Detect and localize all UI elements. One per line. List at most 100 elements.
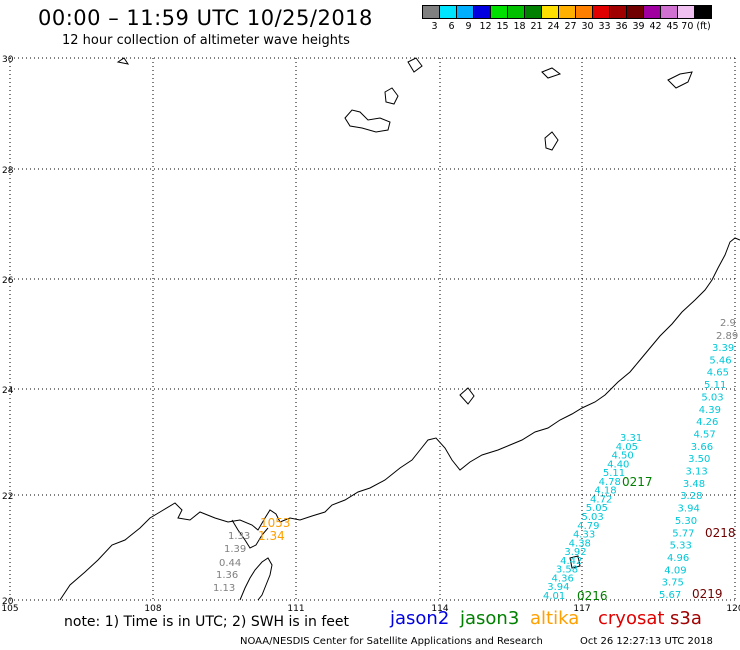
lat-label: 22 — [2, 492, 13, 502]
jason-track-value: 5.46 — [709, 355, 731, 366]
track-value-label: 1.33 — [228, 531, 250, 542]
lat-label: 20 — [2, 597, 14, 607]
jason-track-value: 3.48 — [683, 479, 705, 490]
altika-value-label: 1.34 — [258, 529, 285, 543]
jason-track-value: 4.50 — [611, 451, 633, 462]
jason-track-value: 4.01 — [543, 591, 565, 602]
jason-track-value: 3.75 — [662, 578, 684, 589]
pass-time-label: 0217 — [622, 475, 653, 489]
lon-label: 108 — [144, 604, 161, 614]
colorbar-tick-label: 12 — [479, 21, 492, 32]
chart-title: 00:00 – 11:59 UTC 10/25/2018 — [38, 6, 373, 30]
pass-time-label: 0218 — [705, 526, 736, 540]
jason-track-value: 4.57 — [693, 429, 715, 440]
footer-note: note: 1) Time is in UTC; 2) SWH is in fe… — [64, 614, 350, 630]
island-9 — [569, 555, 581, 569]
lon-label: 114 — [431, 604, 448, 614]
legend-item-altika: altika — [530, 608, 580, 629]
colorbar-tick-label: 24 — [547, 21, 560, 32]
island-2 — [384, 87, 399, 105]
jason-track-value: 4.78 — [599, 477, 621, 488]
island-4 — [541, 67, 562, 79]
colorbar-tick-label: 45 — [666, 21, 679, 32]
island-3 — [407, 57, 423, 73]
jason-track-value: 4.09 — [664, 565, 686, 576]
track-value-label: 1.39 — [224, 544, 246, 555]
colorbar-tick-label: 18 — [513, 21, 526, 32]
jason-track-value: 3.92 — [564, 547, 586, 558]
pass-time-label: 0216 — [577, 589, 608, 603]
jason-track-value: 3.94 — [678, 504, 700, 515]
jason-track-value: 4.36 — [552, 573, 574, 584]
altika-time-label: 1053 — [260, 516, 291, 530]
lat-label: 30 — [2, 55, 14, 65]
colorbar-tick-label: 30 — [581, 21, 594, 32]
jason-track-value: 4.39 — [699, 405, 721, 416]
jason-track-value: 4.26 — [696, 417, 718, 428]
colorbar-tick-label: 3 — [431, 21, 438, 32]
lat-label: 24 — [2, 386, 14, 396]
lon-label: 111 — [287, 604, 304, 614]
jason-track-value: 5.03 — [582, 512, 604, 523]
jason-track-value: 5.03 — [701, 392, 723, 403]
island-5 — [544, 131, 559, 151]
edge-value-label: 2.89 — [716, 331, 738, 342]
legend-item-jason2: jason2 — [390, 608, 450, 629]
legend-item-jason3: jason3 — [460, 608, 520, 629]
colorbar-swatch — [694, 5, 712, 19]
colorbar-tick-label: 9 — [465, 21, 472, 32]
legend-item-cryosat: cryosat — [598, 608, 665, 629]
colorbar-tick-label: 6 — [448, 21, 455, 32]
jason-track-value: 4.38 — [569, 538, 591, 549]
generation-timestamp: Oct 26 12:27:13 UTC 2018 — [580, 636, 713, 647]
jason-track-value: 5.67 — [659, 590, 681, 601]
jason-track-value: 3.13 — [686, 467, 708, 478]
lon-label: 105 — [1, 604, 18, 614]
jason-track-value: 3.58 — [556, 565, 578, 576]
jason-track-value: 3.28 — [680, 491, 702, 502]
colorbar-tick-label: 33 — [598, 21, 611, 32]
island-8 — [116, 57, 130, 65]
colorbar-tick-label: 21 — [530, 21, 543, 32]
colorbar-tick-label: 27 — [564, 21, 577, 32]
chart-subtitle: 12 hour collection of altimeter wave hei… — [62, 33, 350, 48]
jason-track-value: 3.31 — [620, 433, 642, 444]
island-6 — [667, 71, 693, 89]
edge-value-label: 2.9 — [720, 318, 736, 329]
lon-label: 117 — [573, 604, 590, 614]
jason-track-value: 4.33 — [573, 530, 595, 541]
jason-track-value: 5.11 — [603, 468, 625, 479]
jason-track-value: 5.30 — [675, 516, 697, 527]
pass-time-label: 0219 — [692, 587, 723, 601]
credit-line: NOAA/NESDIS Center for Satellite Applica… — [240, 636, 543, 647]
jason-track-value: 4.40 — [607, 459, 629, 470]
island-1 — [344, 109, 391, 133]
colorbar-tick-label: 42 — [649, 21, 662, 32]
jason-track-value: 5.77 — [672, 528, 694, 539]
jason-track-value: 4.96 — [667, 553, 689, 564]
jason-track-value: 5.05 — [586, 503, 608, 514]
jason-track-value: 4.65 — [707, 368, 729, 379]
colorbar-labels: 3 6 9 12 15 18 21 24 27 30 33 36 39 42 45 70 (ft) — [426, 21, 711, 32]
lat-label: 28 — [2, 166, 14, 176]
jason-track-value: 3.39 — [712, 343, 734, 354]
wave-height-colorbar — [422, 5, 712, 19]
track-value-label: 1.36 — [216, 570, 238, 581]
coastline — [59, 57, 740, 601]
colorbar-tick-label: 39 — [632, 21, 645, 32]
lon-label: 120 — [726, 604, 740, 614]
china-coastline — [59, 237, 740, 601]
jason-track-value: 3.50 — [688, 454, 710, 465]
jason-track-value: 4.18 — [594, 486, 616, 497]
colorbar-tick-label: 15 — [496, 21, 509, 32]
jason-track-value: 4.79 — [577, 521, 599, 532]
leizhou-peninsula — [231, 519, 269, 549]
track-value-label: 1.13 — [213, 583, 235, 594]
jason-track-value: 5.33 — [670, 541, 692, 552]
lat-label: 26 — [2, 276, 14, 286]
track-value-label: 0.44 — [219, 558, 241, 569]
jason-track-value: 3.94 — [547, 582, 569, 593]
hainan-coast — [239, 557, 273, 601]
